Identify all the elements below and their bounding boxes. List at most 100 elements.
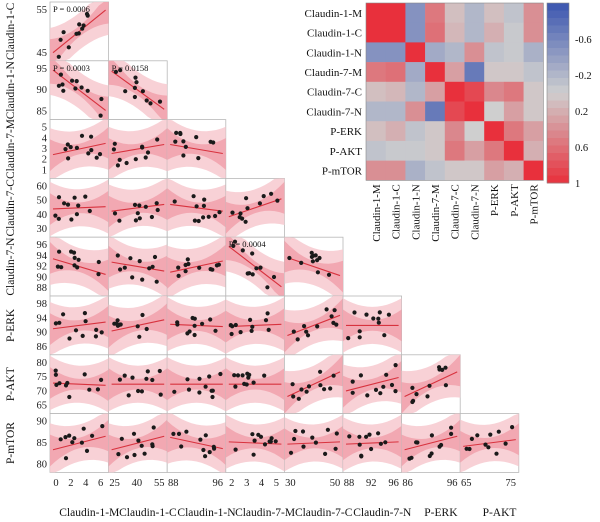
data-point — [76, 257, 81, 262]
data-point — [440, 367, 445, 372]
colorbar-segment — [547, 93, 569, 101]
x-tick-label: 88 — [344, 478, 355, 489]
heatmap-cell — [444, 160, 465, 181]
colorbar-segment — [547, 123, 569, 131]
heatmap-cell — [385, 62, 406, 83]
heatmap-cell — [405, 62, 426, 83]
heatmap-column-label: Claudin-7-C — [450, 184, 462, 239]
data-point — [357, 335, 362, 340]
data-point — [111, 147, 116, 152]
data-point — [89, 148, 94, 153]
data-point — [80, 333, 85, 338]
data-point — [323, 451, 328, 456]
colorbar-segment — [547, 25, 569, 34]
data-point — [137, 334, 142, 339]
heatmap-cell — [425, 140, 446, 161]
colorbar-segment — [547, 145, 569, 154]
heatmap-cell — [385, 101, 406, 122]
data-point — [357, 434, 362, 439]
data-point — [56, 54, 61, 59]
data-point — [66, 156, 71, 161]
data-point — [157, 368, 162, 374]
data-point — [217, 210, 222, 215]
data-point — [53, 213, 58, 218]
y-tick-label: 90 — [37, 417, 48, 428]
data-point — [154, 201, 159, 206]
data-point — [201, 215, 206, 220]
x-tick-label: 75 — [506, 478, 517, 489]
data-point — [254, 266, 259, 271]
heatmap-cell — [484, 140, 505, 161]
scatter-cell — [283, 295, 344, 356]
data-point — [425, 394, 430, 399]
data-point — [437, 365, 442, 370]
x-tick-label: 3 — [244, 478, 249, 489]
colorbar-tick-label: 0.6 — [575, 143, 588, 154]
scatter-cell — [401, 413, 461, 473]
column-label: Claudin-7-M — [235, 507, 295, 519]
data-point — [151, 425, 156, 430]
heatmap-cell — [484, 42, 505, 63]
data-point — [386, 312, 391, 317]
heatmap-cell — [444, 22, 465, 43]
data-point — [333, 446, 338, 451]
data-point — [410, 385, 415, 390]
y-tick-label: 85 — [37, 107, 48, 118]
data-point — [304, 389, 309, 394]
data-point — [393, 363, 398, 368]
scatter-cell — [225, 295, 285, 356]
data-point — [367, 432, 372, 437]
heatmap-cell — [425, 62, 446, 83]
fit-line — [228, 323, 282, 328]
p-value-label: P = 0.0003 — [53, 63, 90, 73]
heatmap-cell — [503, 81, 524, 102]
data-point — [116, 452, 121, 457]
data-point — [65, 142, 70, 147]
data-point — [53, 321, 59, 326]
data-point — [299, 387, 304, 392]
row-label: Claudin-1-C — [5, 2, 17, 60]
y-tick-label: 60 — [37, 181, 48, 192]
colorbar-segment — [547, 70, 569, 79]
colorbar-segment — [547, 33, 569, 41]
fit-line — [404, 435, 458, 451]
y-tick-label: 50 — [37, 196, 48, 207]
data-point — [249, 328, 254, 333]
row-label: Claudin-7-M — [5, 119, 17, 179]
data-point — [383, 440, 388, 445]
data-point — [240, 373, 245, 378]
data-point — [216, 262, 221, 267]
data-point — [137, 259, 142, 264]
y-tick-label: 98 — [37, 299, 48, 310]
data-point — [137, 203, 142, 208]
fit-line — [345, 376, 399, 392]
data-point — [150, 442, 155, 447]
data-point — [194, 204, 199, 209]
scatter-cell — [225, 413, 285, 473]
colorbar-segment — [547, 18, 569, 26]
data-point — [85, 13, 90, 18]
data-point — [378, 441, 383, 446]
data-point — [230, 324, 235, 329]
y-tick-label: 2 — [42, 155, 47, 166]
heatmap-column-label: Claudin-1-C — [391, 184, 403, 239]
heatmap-cell — [464, 121, 485, 142]
data-point — [85, 88, 90, 93]
heatmap-cell — [405, 140, 426, 161]
data-point — [207, 450, 212, 455]
row-label: Claudin-7-C — [5, 179, 17, 237]
heatmap-cell — [503, 160, 524, 181]
heatmap-cell — [366, 140, 386, 161]
data-point — [384, 372, 389, 377]
data-point — [76, 203, 81, 208]
scatter-cell — [49, 1, 109, 62]
data-point — [143, 204, 148, 209]
scatter-cell — [459, 413, 520, 473]
data-point — [443, 383, 448, 388]
data-point — [87, 387, 92, 392]
data-point — [81, 23, 86, 28]
data-point — [112, 141, 117, 146]
x-tick-label: 2 — [68, 478, 73, 489]
heatmap-cell — [503, 22, 524, 43]
data-point — [59, 265, 64, 270]
